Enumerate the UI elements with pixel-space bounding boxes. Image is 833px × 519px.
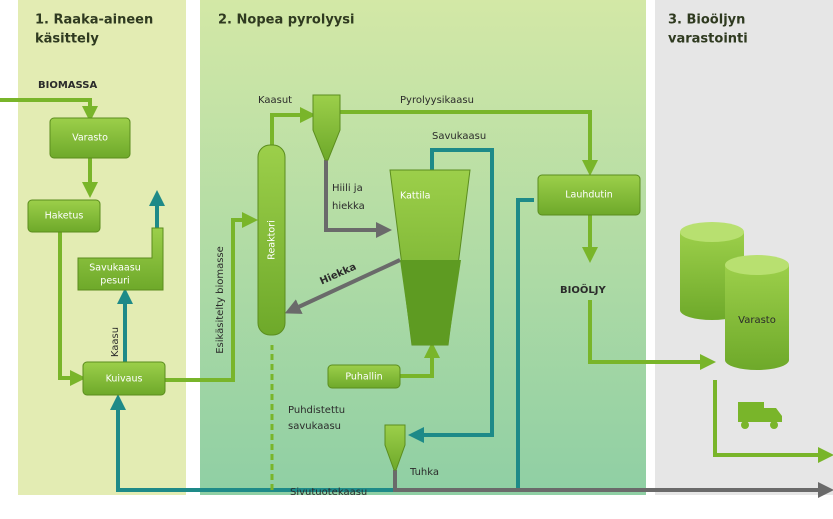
- flow-label: Sivutuotekaasu: [290, 487, 367, 498]
- section-title: 3. Bioöljyn: [668, 13, 745, 28]
- flow-label: Tuhka: [409, 467, 439, 478]
- node-label: Haketus: [45, 211, 84, 222]
- flow-label: BIOÖLJY: [560, 282, 606, 296]
- flow-label: Kaasut: [258, 95, 292, 106]
- node-label: pesuri: [100, 276, 129, 287]
- node-label: Varasto: [72, 133, 108, 144]
- flow-label: BIOMASSA: [38, 80, 97, 91]
- flow-label: Savukaasu: [432, 131, 486, 142]
- section-title: käsittely: [35, 32, 99, 47]
- section-title: 2. Nopea pyrolyysi: [218, 13, 354, 28]
- flow-label: Puhdistettu: [288, 405, 345, 416]
- node-label: Kuivaus: [106, 374, 143, 385]
- flow-label: Hiili ja: [332, 183, 363, 194]
- node-label: Reaktori: [267, 220, 278, 259]
- node-label: Puhallin: [345, 372, 382, 383]
- flow-label: Esikäsitelty biomasse: [215, 246, 226, 354]
- diagram: 1. Raaka-aineen käsittely 2. Nopea pyrol…: [0, 0, 833, 519]
- section-title: varastointi: [668, 32, 748, 47]
- node-label: Varasto: [738, 315, 776, 326]
- node-label: Savukaasu: [89, 263, 140, 274]
- node-label: Lauhdutin: [565, 190, 613, 201]
- section-title: 1. Raaka-aineen: [35, 13, 153, 28]
- node-label: Kattila: [400, 191, 430, 202]
- flow-label: hiekka: [332, 201, 365, 212]
- flow-label: Pyrolyysikaasu: [400, 95, 474, 106]
- flow-label: savukaasu: [288, 421, 341, 432]
- flow-label: Kaasu: [110, 327, 121, 357]
